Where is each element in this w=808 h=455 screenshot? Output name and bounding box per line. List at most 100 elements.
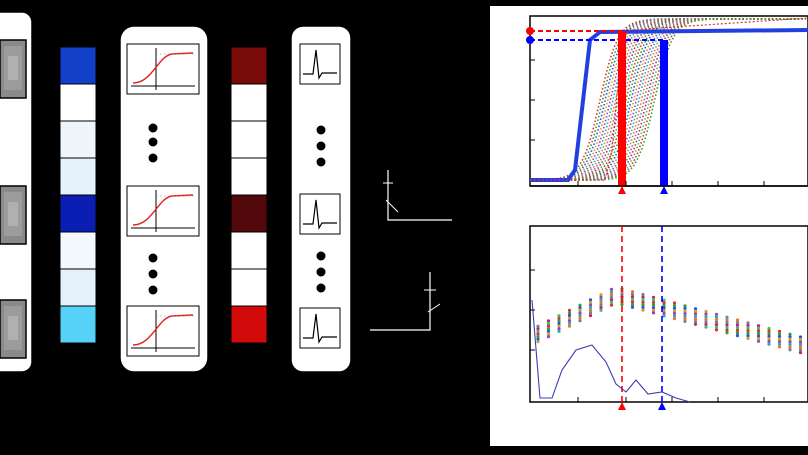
scatter-point <box>546 324 551 328</box>
scatter-point <box>662 309 666 313</box>
scatter-point <box>704 317 708 321</box>
scatter-point <box>777 337 782 341</box>
scatter-point <box>588 298 593 302</box>
scatter-point <box>693 322 698 326</box>
scatter-point <box>683 314 687 318</box>
scatter-point <box>536 337 540 341</box>
receptive-field-image <box>0 299 27 359</box>
scatter-point <box>567 319 572 323</box>
scatter-point <box>672 309 677 313</box>
scatter-point <box>788 348 792 352</box>
ellipsis-dot <box>316 125 326 135</box>
scatter-point <box>704 320 708 324</box>
scatter-point <box>725 320 729 324</box>
scatter-point <box>683 312 687 316</box>
ellipsis-dot <box>148 253 158 263</box>
scatter-point <box>693 317 698 321</box>
red-activation-cell <box>230 157 268 196</box>
scatter-point <box>767 342 771 346</box>
scatter-point <box>767 334 771 338</box>
scatter-point <box>683 304 687 308</box>
scatter-point <box>567 311 572 315</box>
scatter-point <box>651 300 656 305</box>
scatter-point <box>788 343 792 347</box>
scatter-point <box>767 326 771 331</box>
scatter-point <box>578 306 582 310</box>
blue-axis-marker <box>660 186 668 194</box>
scatter-point <box>578 308 582 312</box>
blue-activation-cell <box>59 305 97 344</box>
scatter-point <box>672 317 677 321</box>
scatter-point <box>735 321 740 325</box>
scatter-point <box>567 321 572 325</box>
scatter-point <box>788 337 792 341</box>
scatter-point <box>777 329 782 333</box>
scatter-point <box>704 325 708 329</box>
scatter-point <box>735 323 740 327</box>
receptive-field-image <box>0 185 27 245</box>
scatter-point <box>546 327 551 331</box>
scatter-point <box>693 312 698 316</box>
scatter-point <box>662 303 666 307</box>
scatter-point <box>714 325 719 329</box>
scatter-point <box>567 316 572 320</box>
scatter-point <box>756 329 761 333</box>
blue-activation-cell <box>59 83 97 122</box>
response-curve <box>534 18 806 181</box>
scatter-point <box>746 329 750 333</box>
scatter-point <box>588 314 593 318</box>
blue-threshold-bar <box>660 40 668 186</box>
scatter-point <box>746 334 750 338</box>
scatter-point <box>693 320 698 324</box>
scatter-point <box>588 301 593 305</box>
scatter-point <box>672 301 677 305</box>
scatter-point <box>599 293 603 297</box>
scatter-point <box>641 305 645 310</box>
spike-waveform <box>299 193 341 235</box>
scatter-point <box>714 328 719 332</box>
scatter-point <box>746 323 750 327</box>
scatter-point <box>599 303 603 307</box>
scatter-point <box>620 292 624 296</box>
scatter-point <box>609 293 614 297</box>
scatter-point <box>536 335 540 339</box>
receptive-field-image <box>0 39 27 99</box>
scatter-point <box>777 340 782 344</box>
scatter-point <box>557 316 561 320</box>
ellipsis-dot <box>316 267 326 277</box>
scatter-point <box>714 312 719 316</box>
scatter-point <box>714 317 719 322</box>
scatter-point <box>798 338 803 342</box>
scatter-point <box>546 335 551 339</box>
spike-waveform <box>299 307 341 349</box>
red-threshold-bar <box>618 31 626 186</box>
scatter-point <box>777 334 782 339</box>
scatter-point <box>567 314 572 318</box>
scatter-point <box>746 326 750 330</box>
red-activation-cell <box>230 46 268 85</box>
scatter-point <box>567 324 572 328</box>
sigmoid-plot <box>126 43 200 95</box>
scatter-point <box>557 327 561 331</box>
scatter-point <box>609 290 614 294</box>
scatter-point <box>693 309 698 313</box>
ellipsis-dot <box>316 141 326 151</box>
scatter-point <box>725 326 729 330</box>
scatter-point <box>620 302 624 306</box>
scatter-point <box>714 323 719 327</box>
scatter-point <box>641 308 645 312</box>
blue-axis-marker <box>658 402 666 410</box>
scatter-point <box>788 332 792 336</box>
scatter-point <box>546 329 551 333</box>
scatter-point <box>557 324 561 328</box>
scatter-point <box>798 345 803 349</box>
scatter-point <box>609 300 614 304</box>
scatter-point <box>746 336 750 340</box>
scatter-point <box>704 309 708 314</box>
scatter-point <box>651 303 656 307</box>
red-axis-marker <box>618 402 626 410</box>
scatter-point <box>746 321 750 325</box>
ellipsis-dot <box>148 137 158 147</box>
scatter-point <box>609 303 614 307</box>
scatter-point <box>683 317 687 321</box>
